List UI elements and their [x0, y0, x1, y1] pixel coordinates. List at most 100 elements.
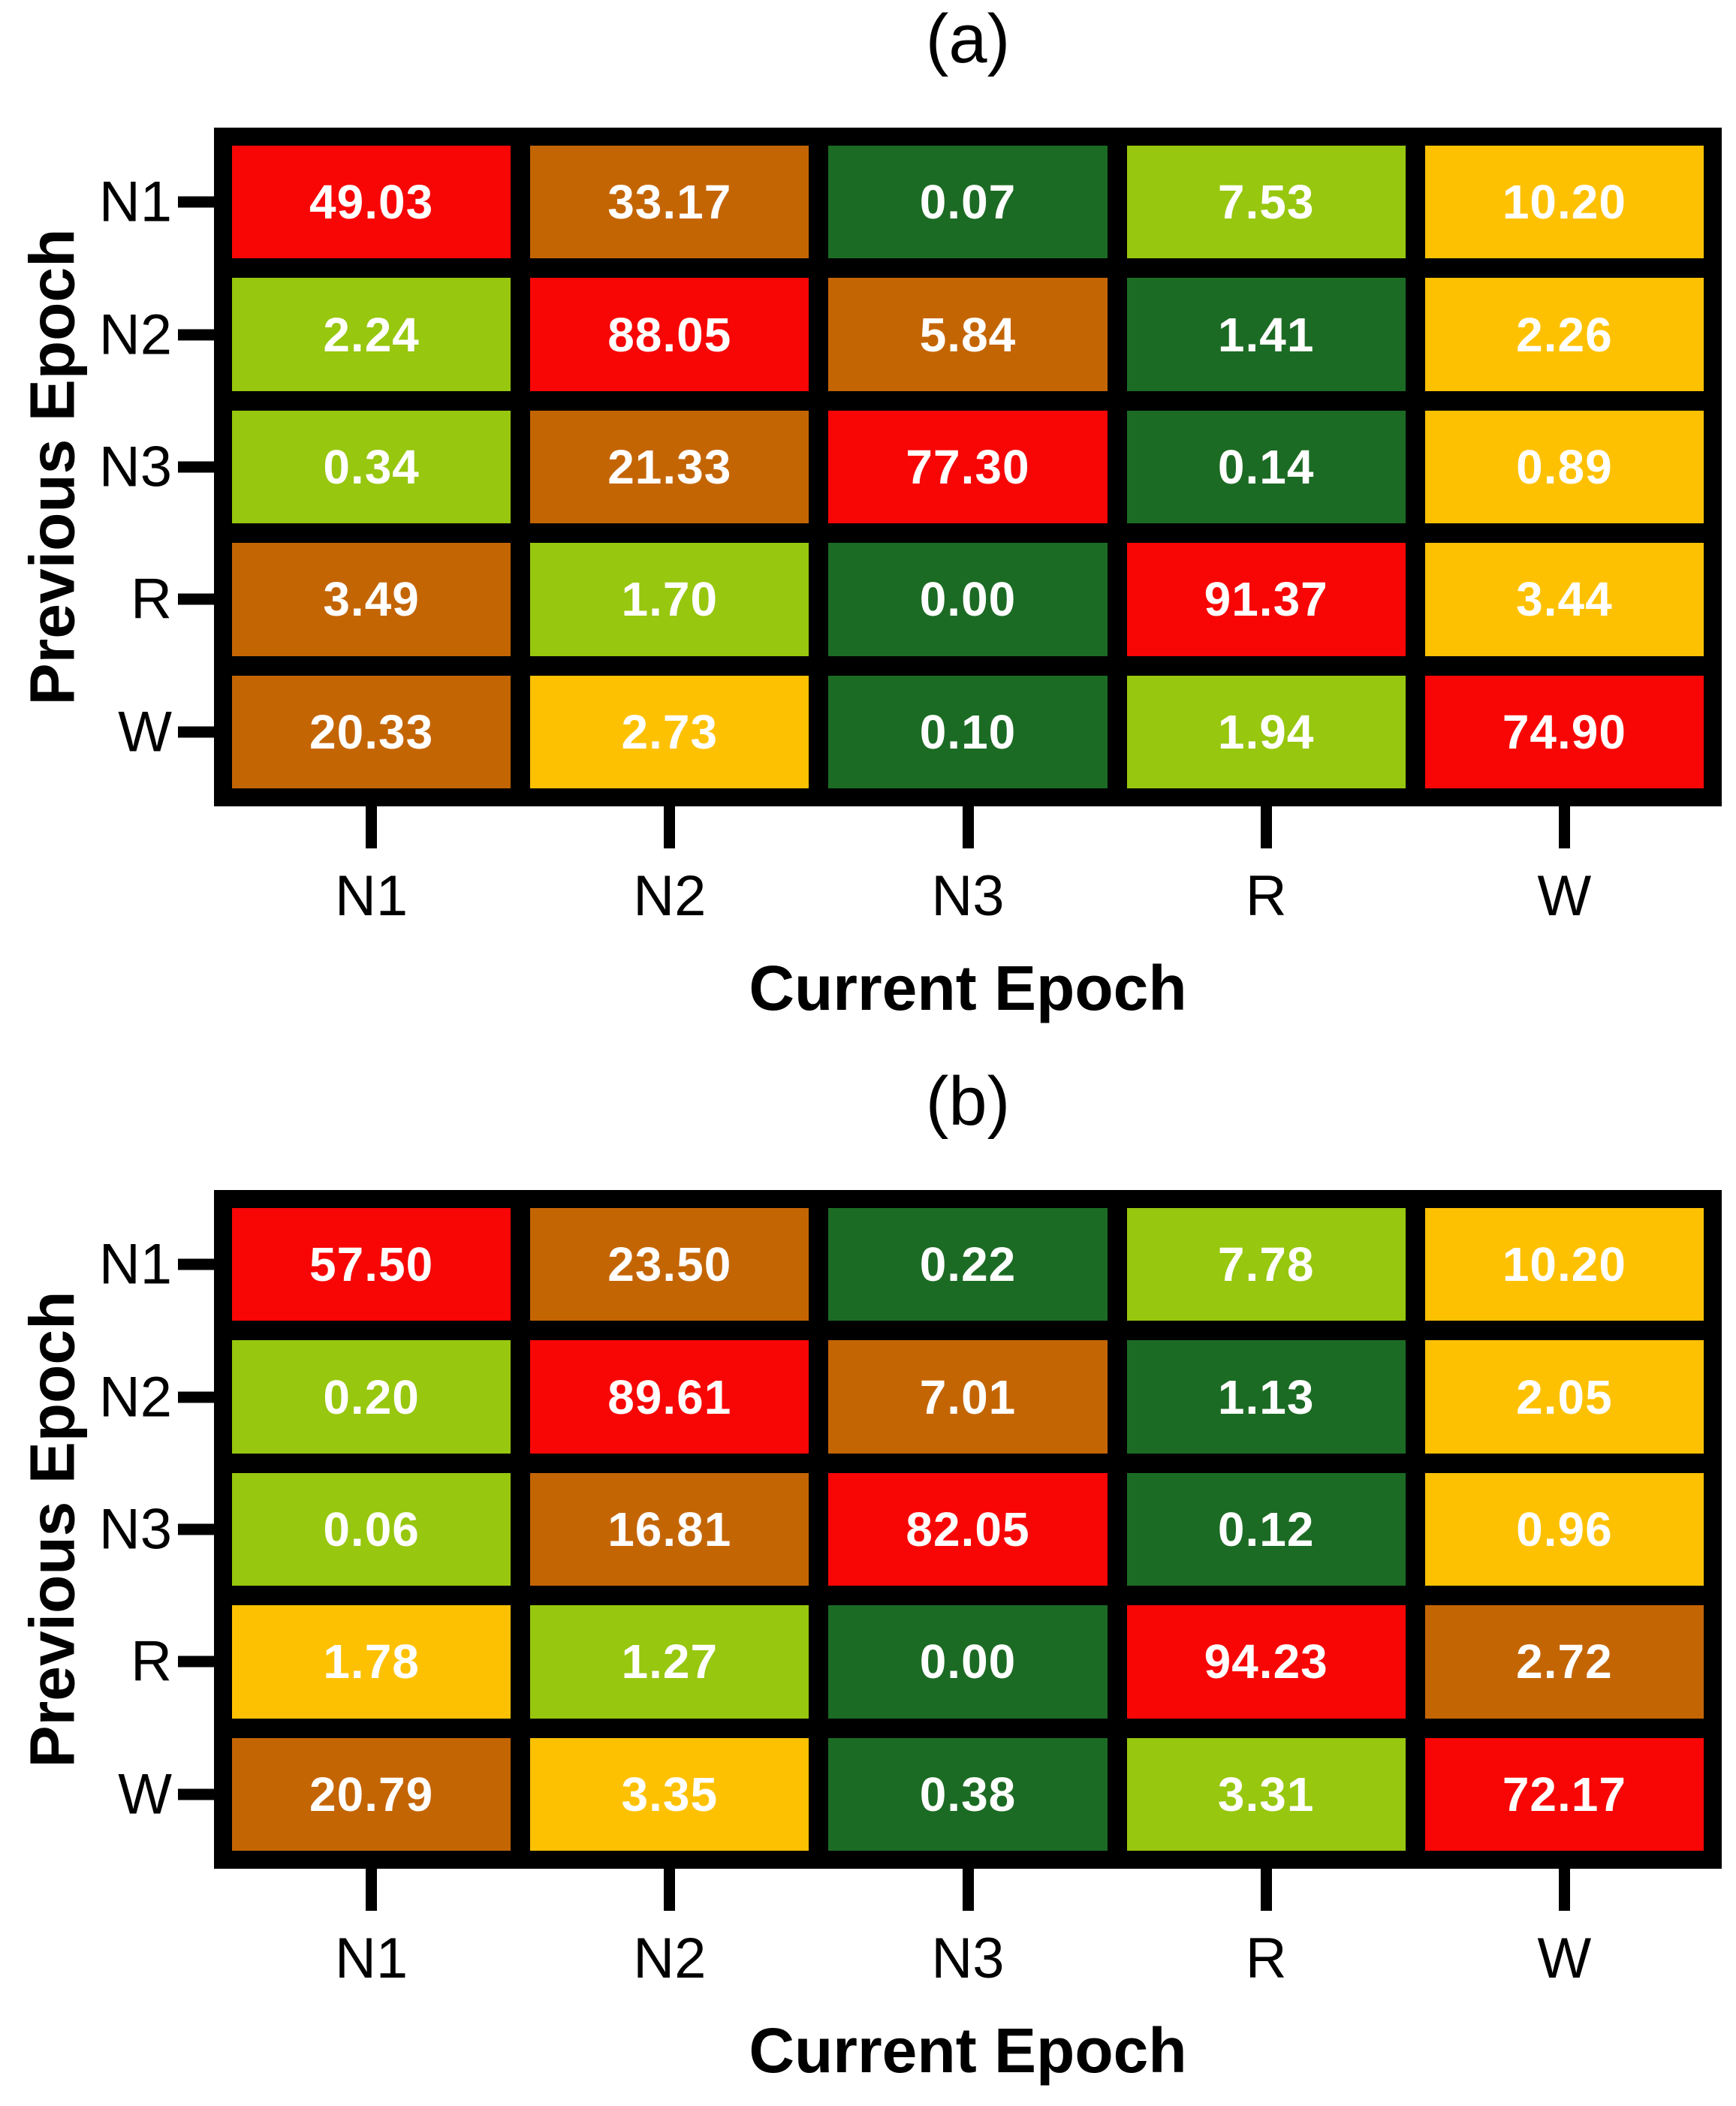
x-tick [962, 1869, 974, 1911]
row-label-W: W [118, 700, 172, 764]
y-row-N3: N3 [99, 435, 214, 500]
y-row-N2: N2 [99, 1364, 214, 1430]
y-tick [178, 726, 214, 738]
row-label-R: R [131, 1629, 172, 1694]
x-axis-title-a: Current Epoch [749, 953, 1187, 1023]
row-label-N1: N1 [98, 1232, 172, 1297]
y-row-N3: N3 [99, 1497, 214, 1562]
panel-b-title: (b) [925, 1063, 1011, 1140]
x-tick [664, 1869, 676, 1911]
heatmap-cell-N2-N2: 89.61 [530, 1340, 809, 1454]
heatmap-cell-W-N2: 2.73 [530, 675, 809, 788]
col-label-N2: N2 [633, 864, 707, 928]
heatmap-cell-N1-N3: 0.22 [828, 1208, 1108, 1321]
heatmap-cell-R-N1: 3.49 [232, 543, 511, 656]
y-row-N2: N2 [99, 302, 214, 367]
heatmap-cell-N1-N2: 23.50 [530, 1208, 809, 1321]
x-tick [1558, 1869, 1570, 1911]
y-axis-a: N1 N2 N3 R W [0, 128, 214, 806]
heatmap-cell-N1-N2: 33.17 [530, 146, 809, 259]
heatmap-cell-N1-R: 7.53 [1126, 146, 1406, 259]
x-tick [962, 806, 974, 848]
row-label-W: W [118, 1762, 172, 1827]
panel-b: (b) Previous Epoch N1 N2 N3 R W 57.50 23.50 0.… [0, 1062, 1736, 2106]
x-axis-ticks-a [214, 806, 1722, 848]
heatmap-cell-N2-N2: 88.05 [530, 278, 809, 391]
y-tick [178, 461, 214, 473]
heatmap-cell-N3-N2: 21.33 [530, 410, 809, 524]
heatmap-cell-R-N3: 0.00 [828, 543, 1108, 656]
heatmap-cell-R-W: 3.44 [1424, 543, 1704, 656]
y-row-R: R [131, 567, 214, 632]
x-axis-labels-a: N1 N2 N3 R W [214, 863, 1722, 935]
y-row-N1: N1 [99, 170, 214, 235]
row-label-N1: N1 [98, 170, 172, 234]
y-tick [178, 1391, 214, 1403]
col-label-N3: N3 [931, 1927, 1005, 1990]
heatmap-cell-W-N1: 20.79 [232, 1737, 511, 1851]
y-tick [178, 329, 214, 341]
heatmap-cell-N2-N1: 2.24 [232, 278, 511, 391]
row-label-N2: N2 [98, 303, 172, 367]
y-tick [178, 1523, 214, 1535]
y-row-R: R [131, 1629, 214, 1695]
heatmap-cell-W-R: 1.94 [1126, 675, 1406, 788]
heatmap-cell-N3-W: 0.96 [1424, 1472, 1704, 1586]
x-tick [366, 1869, 378, 1911]
x-axis-ticks-b [214, 1869, 1722, 1911]
x-tick [1260, 1869, 1272, 1911]
col-label-W: W [1537, 864, 1592, 928]
heatmap-cell-N3-N1: 0.34 [232, 410, 511, 524]
heatmap-cell-W-N3: 0.38 [828, 1737, 1108, 1851]
heatmap-cell-R-N1: 1.78 [232, 1605, 511, 1719]
heatmap-cell-N3-W: 0.89 [1424, 410, 1704, 524]
heatmap-cell-R-N2: 1.70 [530, 543, 809, 656]
heatmap-cell-N2-R: 1.41 [1126, 278, 1406, 391]
x-tick [664, 806, 676, 848]
y-axis-b: N1 N2 N3 R W [0, 1190, 214, 1869]
row-label-N2: N2 [98, 1365, 172, 1430]
heatmap-cell-N1-W: 10.20 [1424, 146, 1704, 259]
heatmap-cell-W-R: 3.31 [1126, 1737, 1406, 1851]
heatmap-cell-R-R: 94.23 [1126, 1605, 1406, 1719]
heatmap-cell-N1-N3: 0.07 [828, 146, 1108, 259]
y-tick [178, 1788, 214, 1800]
col-label-N3: N3 [931, 864, 1005, 928]
x-tick [366, 806, 378, 848]
panel-a-title: (a) [925, 1, 1011, 77]
heatmap-cell-R-N3: 0.00 [828, 1605, 1108, 1719]
y-tick [178, 1258, 214, 1270]
col-label-N1: N1 [335, 864, 408, 928]
col-label-W: W [1537, 1927, 1592, 1990]
heatmap-cell-N3-R: 0.12 [1126, 1472, 1406, 1586]
heatmap-cell-N1-N1: 49.03 [232, 146, 511, 259]
col-label-N2: N2 [633, 1927, 707, 1990]
y-row-N1: N1 [99, 1232, 214, 1297]
row-label-N3: N3 [98, 1497, 172, 1562]
heatmap-cell-N1-N1: 57.50 [232, 1208, 511, 1321]
col-label-N1: N1 [335, 1927, 408, 1990]
x-tick [1260, 806, 1272, 848]
y-tick [178, 593, 214, 605]
row-label-R: R [131, 567, 172, 631]
row-label-N3: N3 [98, 435, 172, 499]
heatmap-cell-R-N2: 1.27 [530, 1605, 809, 1719]
heatmap-cell-R-W: 2.72 [1424, 1605, 1704, 1719]
heatmap-cell-N3-N2: 16.81 [530, 1472, 809, 1586]
panel-a: (a) Previous Epoch N1 N2 N3 R W 49.03 33.17 0.… [0, 0, 1736, 1044]
y-row-W: W [118, 699, 214, 764]
heatmap-cell-W-N2: 3.35 [530, 1737, 809, 1851]
col-label-R: R [1245, 1927, 1287, 1990]
heatmap-cell-N2-N3: 5.84 [828, 278, 1108, 391]
heatmap-cell-N2-W: 2.05 [1424, 1340, 1704, 1454]
heatmap-cell-W-W: 74.90 [1424, 675, 1704, 788]
heatmap-b: 57.50 23.50 0.22 7.78 10.20 0.20 89.61 7.01 1.13… [214, 1190, 1722, 1869]
heatmap-cell-N3-N3: 77.30 [828, 410, 1108, 524]
heatmap-cell-N3-N3: 82.05 [828, 1472, 1108, 1586]
heatmap-a: 49.03 33.17 0.07 7.53 10.20 2.24 88.05 5.84 1.41… [214, 128, 1722, 806]
col-label-R: R [1245, 864, 1287, 928]
heatmap-cell-N3-R: 0.14 [1126, 410, 1406, 524]
y-tick [178, 196, 214, 208]
heatmap-cell-N1-R: 7.78 [1126, 1208, 1406, 1321]
heatmap-cell-W-N1: 20.33 [232, 675, 511, 788]
